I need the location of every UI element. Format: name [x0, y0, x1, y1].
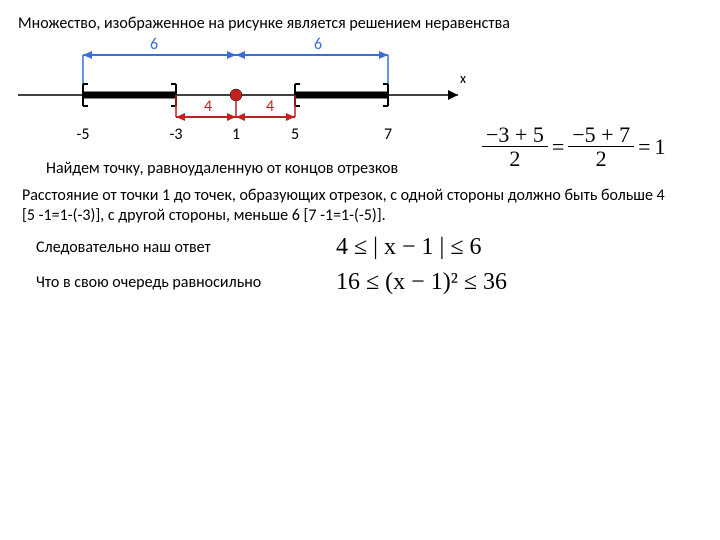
distance-paragraph: Расстояние от точки 1 до точек, образующ… [18, 186, 702, 226]
frac1-den: 2 [482, 147, 548, 170]
answer-label: Следовательно наш ответ [18, 238, 336, 257]
svg-text:-5: -5 [76, 125, 89, 144]
midpoint-equation: −3 + 5 2 = −5 + 7 2 = 1 [482, 123, 666, 170]
svg-text:5: 5 [291, 125, 299, 144]
svg-text:6: 6 [150, 35, 158, 54]
frac2-num: −5 + 7 [568, 123, 634, 147]
equiv-expression: 16 ≤ (x − 1)² ≤ 36 [336, 269, 507, 296]
title: Множество, изображенное на рисунке являе… [18, 14, 702, 33]
answer-expression: 4 ≤ | x − 1 | ≤ 6 [336, 234, 482, 261]
svg-text:7: 7 [384, 125, 392, 144]
svg-text:4: 4 [266, 97, 274, 116]
svg-text:x: x [460, 70, 466, 87]
number-line-diagram: 6 6 x 4 4 -5 -3 1 5 7 [18, 35, 478, 165]
frac1-num: −3 + 5 [482, 123, 548, 147]
eq-result: 1 [655, 134, 666, 160]
frac2-den: 2 [568, 147, 634, 170]
svg-text:4: 4 [204, 97, 212, 116]
equiv-label: Что в свою очередь равносильно [18, 273, 336, 292]
eq-sign2: = [638, 134, 650, 160]
midpoint-text: Найдем точку, равноудаленную от концов о… [18, 159, 482, 178]
svg-text:1: 1 [232, 125, 240, 144]
eq-sign: = [552, 134, 564, 160]
svg-text:-3: -3 [169, 125, 182, 144]
svg-text:6: 6 [314, 35, 322, 54]
